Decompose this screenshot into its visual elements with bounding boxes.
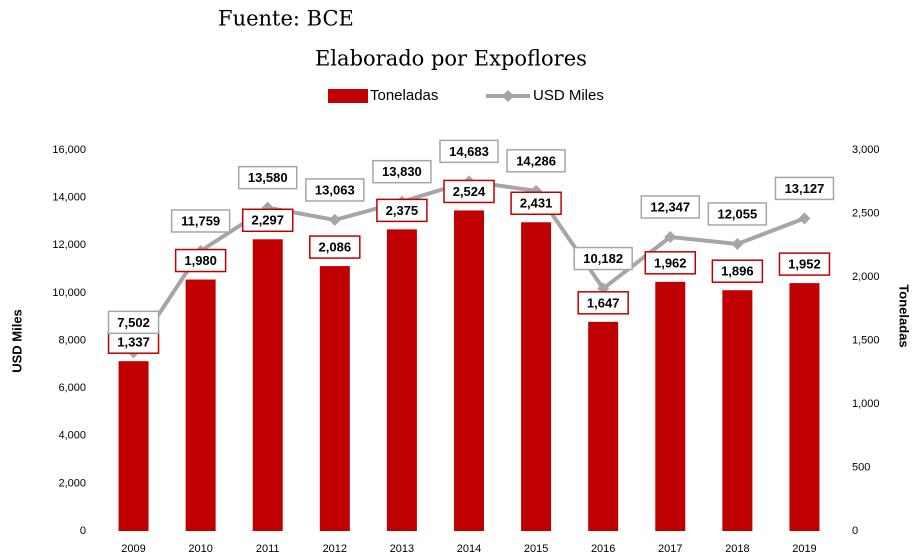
data-label: 14,683 <box>449 144 489 159</box>
data-label-box <box>107 310 160 335</box>
y2ticks-label: 3,000 <box>852 144 880 156</box>
bar <box>118 361 149 531</box>
data-label: 12,347 <box>650 199 690 214</box>
yticks-label: 10,000 <box>52 287 86 299</box>
data-label: 1,980 <box>184 253 217 268</box>
data-label: 7,502 <box>117 315 150 330</box>
yticks-label: 6,000 <box>58 382 86 394</box>
bar <box>789 283 820 531</box>
bar <box>588 321 619 531</box>
data-label: 2,086 <box>319 240 352 255</box>
x-tick-label: 2018 <box>725 543 749 555</box>
data-label-box <box>506 149 566 173</box>
x-tick-label: 2019 <box>792 543 816 555</box>
legend-swatch <box>502 90 514 102</box>
chart-title: Fuente: BCE <box>218 7 354 31</box>
line-marker <box>328 213 341 226</box>
data-label-box <box>644 251 697 275</box>
data-label-box <box>573 246 633 271</box>
bar <box>521 222 552 531</box>
data-label: 2,375 <box>386 203 419 218</box>
line-marker <box>798 212 811 225</box>
data-label-box <box>577 291 629 315</box>
yticks-label: 14,000 <box>52 192 86 204</box>
yticks-label: 8,000 <box>58 334 86 346</box>
x-tick-label: 2014 <box>457 543 481 555</box>
y2ticks-label: 1,000 <box>852 398 880 410</box>
x-tick-label: 2012 <box>323 543 347 555</box>
data-label: 1,962 <box>654 255 687 270</box>
data-label-box <box>305 178 365 202</box>
data-label-box <box>170 209 231 233</box>
chart-subtitle: Elaborado por Expoflores <box>315 47 587 71</box>
legend-swatch <box>328 89 368 103</box>
data-label: 2,431 <box>520 196 553 211</box>
x-tick-label: 2017 <box>658 543 682 555</box>
yticks-label: 2,000 <box>58 477 86 489</box>
yticks-label: 12,000 <box>52 239 86 251</box>
bar <box>386 229 417 531</box>
data-label-box <box>439 139 499 164</box>
data-label-box <box>376 198 428 223</box>
bar <box>319 266 350 531</box>
data-label: 1,337 <box>117 335 150 350</box>
data-label-box <box>707 202 768 226</box>
data-label: 13,063 <box>315 182 355 197</box>
data-label: 13,830 <box>382 164 422 179</box>
data-label: 10,182 <box>583 251 623 266</box>
data-label: 12,055 <box>717 206 757 221</box>
data-label-box <box>372 159 432 184</box>
data-label: 14,286 <box>516 153 556 168</box>
data-label: 2,297 <box>251 213 284 228</box>
bar <box>655 281 686 531</box>
y2ticks-label: 2,500 <box>852 207 880 219</box>
data-label-box <box>510 191 562 216</box>
x-tick-label: 2009 <box>121 543 145 555</box>
bar <box>722 290 753 531</box>
yticks-label: 4,000 <box>58 430 86 442</box>
x-tick-label: 2013 <box>390 543 414 555</box>
data-label-box <box>237 165 298 190</box>
legend-label: Toneladas <box>370 87 438 104</box>
data-label: 2,524 <box>453 184 486 199</box>
legend-label: USD Miles <box>533 87 604 104</box>
data-label: 1,952 <box>788 257 821 272</box>
data-label: 13,580 <box>248 170 288 185</box>
yticks-label: 16,000 <box>52 144 86 156</box>
data-label-box <box>241 208 294 233</box>
data-label: 13,127 <box>785 181 825 196</box>
y2ticks-label: 1,500 <box>852 334 880 346</box>
x-tick-label: 2015 <box>524 543 548 555</box>
y2-axis-title: Toneladas <box>897 284 912 347</box>
x-tick-label: 2016 <box>591 543 615 555</box>
data-label-box <box>778 252 831 276</box>
data-label: 1,896 <box>721 264 754 279</box>
y2ticks-label: 2,000 <box>852 271 880 283</box>
data-label: 11,759 <box>181 213 220 228</box>
data-label-box <box>443 179 495 204</box>
bar <box>252 239 283 531</box>
line-marker <box>664 230 677 243</box>
x-tick-label: 2010 <box>188 543 212 555</box>
data-label-box <box>774 176 835 201</box>
data-label-box <box>711 259 764 283</box>
y2ticks-label: 500 <box>852 461 870 473</box>
data-label-box <box>174 248 227 273</box>
line-marker <box>731 237 744 250</box>
bar <box>185 279 216 531</box>
data-label-box <box>640 195 701 219</box>
data-label-box <box>309 235 361 259</box>
y2ticks-label: 0 <box>852 525 858 537</box>
data-label: 1,647 <box>587 295 620 310</box>
y-axis-title: USD Miles <box>9 309 24 373</box>
yticks-label: 0 <box>80 525 86 537</box>
bar <box>454 210 484 531</box>
x-tick-label: 2011 <box>256 543 280 555</box>
